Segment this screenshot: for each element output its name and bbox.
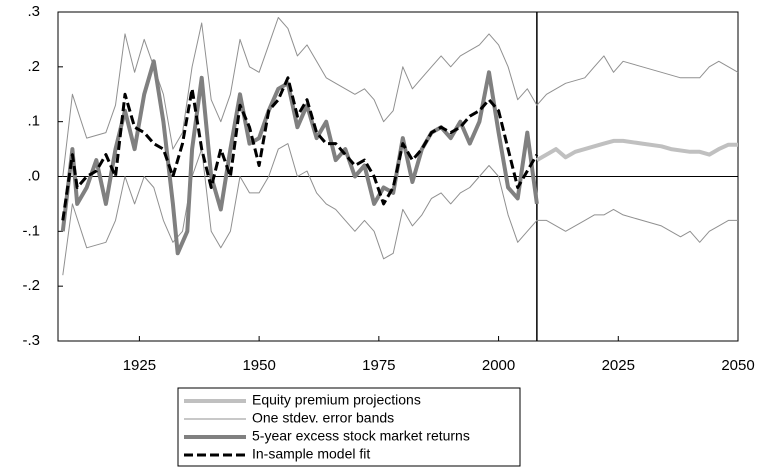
y-tick-label: -.2 bbox=[22, 277, 40, 294]
y-tick-label: .3 bbox=[27, 3, 40, 20]
y-tick-label: .1 bbox=[27, 113, 40, 130]
series-line bbox=[60, 59, 539, 256]
x-tick-label: 1975 bbox=[362, 357, 395, 374]
x-tick-label: 2000 bbox=[482, 357, 515, 374]
x-tick-label: 1950 bbox=[242, 357, 275, 374]
y-tick-label: -.3 bbox=[22, 332, 40, 349]
y-tick-label: .2 bbox=[27, 58, 40, 75]
legend-label: 5-year excess stock market returns bbox=[252, 428, 470, 444]
legend: Equity premium projections One stdev. err… bbox=[177, 387, 521, 467]
legend-label: Equity premium projections bbox=[252, 392, 421, 408]
y-tick-label: -.1 bbox=[22, 222, 40, 239]
series-lower-band bbox=[62, 143, 738, 276]
x-tick-label: 2025 bbox=[602, 357, 635, 374]
legend-label: One stdev. error bands bbox=[252, 410, 394, 426]
series-line bbox=[61, 76, 539, 221]
x-tick-label: 2050 bbox=[721, 357, 754, 374]
legend-label: In-sample model fit bbox=[252, 446, 370, 462]
y-tick-label: .0 bbox=[27, 167, 40, 184]
x-tick-label: 1925 bbox=[123, 357, 156, 374]
series-line bbox=[535, 138, 738, 162]
series-line bbox=[62, 17, 739, 177]
